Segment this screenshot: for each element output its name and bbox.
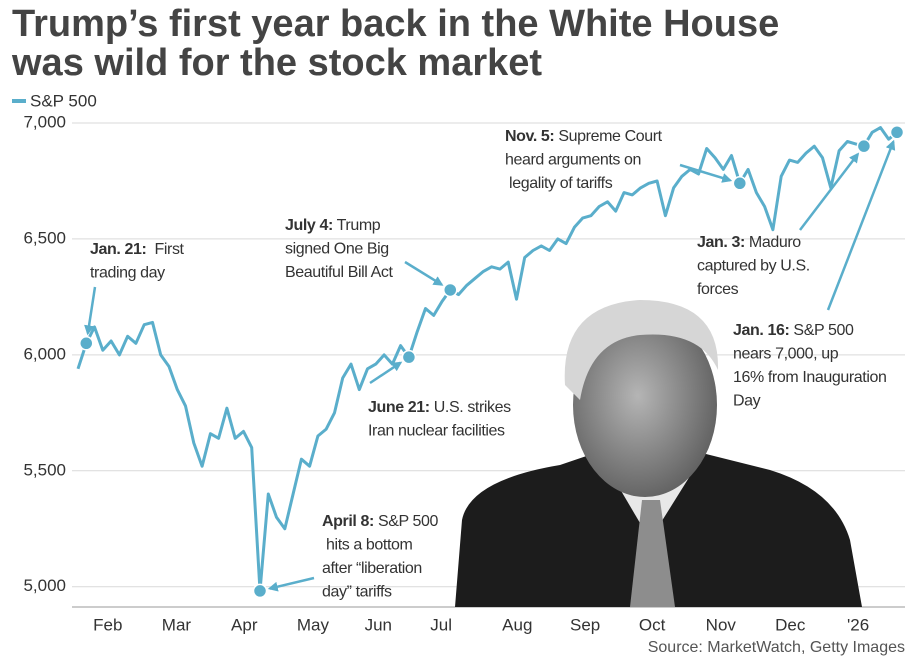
annotation-arrow — [799, 152, 860, 231]
y-tick-label: 7,000 — [23, 112, 66, 131]
annotation-line: heard arguments on — [505, 152, 641, 169]
annotation-point — [889, 125, 905, 140]
x-tick-label: Aug — [502, 615, 532, 634]
annotation-date: June 21: — [368, 399, 430, 416]
annotation-point — [443, 282, 458, 298]
x-tick-label: May — [297, 615, 330, 634]
annotation-line: hits a bottom — [322, 537, 413, 554]
y-tick-label: 6,000 — [23, 344, 66, 363]
annotation-text: Iran nuclear facilities — [368, 423, 505, 440]
photo — [455, 300, 862, 607]
annotation-line: Iran nuclear facilities — [368, 423, 505, 440]
tie — [630, 500, 675, 607]
annotation-date: Jan. 16: — [733, 322, 789, 339]
annotation-text: heard arguments on — [505, 152, 641, 169]
line-series — [76, 126, 898, 593]
x-tick-label: Dec — [775, 615, 806, 634]
annotation-text: Beautiful Bill Act — [285, 264, 393, 281]
annotation-line: June 21: U.S. strikes — [368, 399, 511, 416]
annotation-line: trading day — [90, 265, 165, 282]
hair — [564, 300, 719, 400]
annotation-text: forces — [697, 281, 739, 298]
annotation-text: U.S. strikes — [430, 399, 511, 416]
annotation-line: day” tariffs — [322, 584, 392, 601]
annotation-text: Trump — [333, 217, 381, 234]
annotation-text: Supreme Court — [554, 128, 662, 145]
annotation-text: Maduro — [745, 234, 801, 251]
annotation-line: Jan. 16: S&P 500 — [733, 322, 854, 339]
annotation-point — [79, 336, 94, 351]
head — [573, 313, 717, 497]
annotation-point — [401, 349, 417, 365]
annotation-arrow — [84, 286, 97, 336]
x-tick-label: Nov — [706, 615, 737, 634]
title-line: Trump’s first year back in the White Hou… — [12, 3, 779, 45]
annotation-line: Jan. 3: Maduro — [697, 234, 801, 251]
annotation-arrow — [404, 260, 444, 286]
annotation-arrow — [679, 163, 733, 183]
annotation-text: Day — [733, 393, 761, 410]
annotation-text: 16% from Inauguration — [733, 369, 886, 386]
x-tick-label: Jul — [430, 615, 452, 634]
annotation-point — [252, 583, 268, 599]
x-tick-label: '26 — [847, 615, 869, 634]
annotation-line: signed One Big — [285, 241, 389, 258]
annotation-text: nears 7,000, up — [733, 346, 839, 363]
annotation-text: legality of tariffs — [505, 175, 613, 192]
annotation-line: Beautiful Bill Act — [285, 264, 393, 281]
title-line: was wild for the stock market — [11, 42, 542, 84]
annotation-date: Jan. 21: — [90, 241, 146, 258]
annotation-text: S&P 500 — [374, 513, 439, 530]
annotation-line: Jan. 21: First — [90, 241, 185, 258]
annotation-date: April 8: — [322, 513, 374, 530]
annotation-line: after “liberation — [322, 560, 422, 577]
annotation-date: Jan. 3: — [697, 234, 745, 251]
annotation-text: hits a bottom — [322, 537, 413, 554]
annotation-line: 16% from Inauguration — [733, 369, 886, 386]
annotation-text: signed One Big — [285, 241, 389, 258]
x-tick-label: Oct — [639, 615, 666, 634]
plot-layer: Jan. 21: First trading day July 4: Trump si… — [76, 125, 905, 601]
annotation-line: July 4: Trump — [285, 217, 381, 234]
annotation-line: Day — [733, 393, 761, 410]
x-tick-label: Feb — [93, 615, 122, 634]
x-tick-label: Sep — [570, 615, 600, 634]
x-tick-label: Apr — [231, 615, 258, 634]
annotation-line: legality of tariffs — [505, 175, 613, 192]
annotation-arrow — [267, 576, 315, 592]
y-tick-label: 5,000 — [23, 576, 66, 595]
annotation-arrow — [369, 361, 403, 385]
y-tick-label: 5,500 — [23, 460, 66, 479]
annotation-point — [856, 138, 872, 154]
x-tick-label: Mar — [162, 615, 192, 634]
annotation-line: nears 7,000, up — [733, 346, 839, 363]
y-tick-label: 6,500 — [23, 228, 66, 247]
annotation-text: day” tariffs — [322, 584, 392, 601]
annotation-date: Nov. 5: — [505, 128, 554, 145]
annotation-line: forces — [697, 281, 739, 298]
annotation-text: captured by U.S. — [697, 258, 810, 275]
annotation-arrow — [826, 139, 896, 311]
annotation-line: April 8: S&P 500 — [322, 513, 439, 530]
annotation-point — [732, 176, 748, 191]
annotation-date: July 4: — [285, 217, 333, 234]
annotation-text: trading day — [90, 265, 165, 282]
annotation-text: after “liberation — [322, 560, 422, 577]
annotation-line: captured by U.S. — [697, 258, 810, 275]
annotation-text: S&P 500 — [789, 322, 854, 339]
annotation-text: First — [146, 241, 184, 258]
source: Source: MarketWatch, Getty Images — [648, 639, 905, 656]
x-tick-label: Jun — [365, 615, 392, 634]
legend-label: S&P 500 — [30, 91, 97, 110]
annotation-line: Nov. 5: Supreme Court — [505, 128, 663, 145]
